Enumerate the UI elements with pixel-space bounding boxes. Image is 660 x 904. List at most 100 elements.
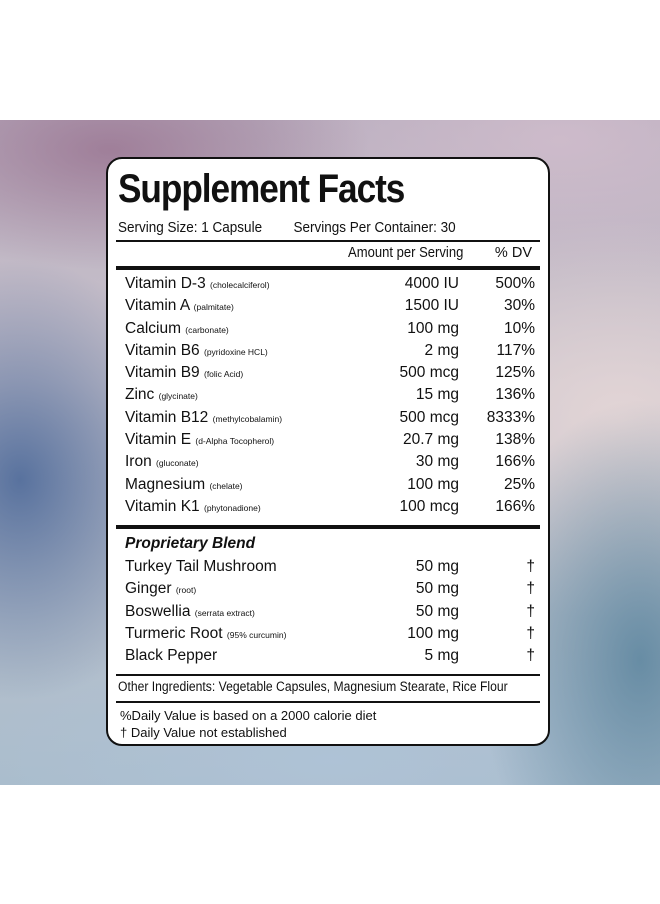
nutrient-name: Vitamin B12 (methylcobalamin) bbox=[125, 409, 282, 427]
nutrient-dv: 117% bbox=[496, 341, 536, 359]
supplement-facts-panel: Supplement Facts Serving Size: 1 Capsule… bbox=[106, 157, 550, 746]
nutrient-amount: 50 mg bbox=[415, 558, 459, 575]
nutrient-amount: 100 mg bbox=[407, 624, 459, 642]
dv-header: % DV bbox=[494, 245, 532, 261]
nutrient-dv: 30% bbox=[503, 297, 535, 315]
nutrient-source: (glycinate) bbox=[158, 391, 198, 402]
nutrient-label: Vitamin A bbox=[125, 297, 190, 315]
nutrient-name: Turmeric Root (95% curcumin) bbox=[125, 625, 286, 643]
nutrient-source: (carbonate) bbox=[185, 324, 229, 335]
nutrient-amount: 500 mcg bbox=[399, 364, 459, 382]
nutrient-dv: 138% bbox=[495, 431, 535, 449]
nutrient-label: Boswellia bbox=[125, 602, 191, 620]
nutrient-amount: 5 mg bbox=[424, 647, 459, 665]
nutrient-row: Black Pepper 5 mg † bbox=[125, 645, 539, 667]
nutrient-dv: † bbox=[526, 558, 535, 575]
nutrient-name: Iron (gluconate) bbox=[125, 453, 199, 471]
divider-blend bbox=[116, 525, 540, 529]
nutrient-row: Turkey Tail Mushroom 50 mg † bbox=[125, 556, 539, 578]
nutrient-name: Zinc (glycinate) bbox=[125, 386, 198, 404]
nutrient-amount: 30 mg bbox=[415, 453, 459, 471]
divider-other bbox=[116, 674, 540, 676]
nutrient-row: Vitamin B6 (pyridoxine HCL) 2 mg 117% bbox=[125, 340, 539, 362]
nutrient-row: Vitamin E (d-Alpha Tocopherol) 20.7 mg 138… bbox=[125, 429, 539, 451]
nutrient-name: Vitamin E (d-Alpha Tocopherol) bbox=[125, 431, 274, 449]
nutrient-dv: † bbox=[526, 624, 535, 642]
nutrient-label: Black Pepper bbox=[125, 647, 218, 665]
nutrient-name: Boswellia (serrata extract) bbox=[125, 603, 255, 621]
nutrient-label: Vitamin B9 bbox=[125, 364, 200, 382]
nutrient-amount: 50 mg bbox=[415, 602, 459, 620]
nutrient-label: Vitamin K1 bbox=[125, 497, 200, 515]
nutrient-amount: 100 mg bbox=[407, 319, 459, 337]
blend-title: Proprietary Blend bbox=[125, 535, 256, 552]
nutrient-source: (95% curcumin) bbox=[226, 629, 287, 640]
nutrient-name: Vitamin A (palmitate) bbox=[125, 297, 234, 315]
nutrient-source: (phytonadione) bbox=[203, 502, 261, 513]
nutrient-dv: † bbox=[526, 602, 535, 620]
amount-header: Amount per Serving bbox=[348, 245, 464, 261]
nutrient-label: Iron bbox=[125, 453, 152, 471]
nutrient-name: Vitamin D-3 (cholecalciferol) bbox=[125, 275, 270, 293]
nutrient-label: Magnesium bbox=[125, 475, 206, 493]
nutrient-row: Vitamin K1 (phytonadione) 100 mcg 166% bbox=[125, 496, 539, 518]
nutrient-source: (cholecalciferol) bbox=[210, 280, 270, 290]
nutrient-amount: 20.7 mg bbox=[402, 431, 459, 449]
nutrient-row: Calcium (carbonate) 100 mg 10% bbox=[125, 318, 539, 340]
nutrient-row: Boswellia (serrata extract) 50 mg † bbox=[125, 601, 539, 623]
nutrient-name: Vitamin B9 (folic Acid) bbox=[125, 364, 243, 382]
nutrient-amount: 50 mg bbox=[415, 580, 459, 598]
nutrient-name: Turkey Tail Mushroom bbox=[125, 558, 277, 576]
nutrient-list: Vitamin D-3 (cholecalciferol) 4000 IU 500%… bbox=[125, 273, 539, 518]
nutrient-name: Magnesium (chelate) bbox=[125, 476, 243, 494]
nutrient-name: Calcium (carbonate) bbox=[125, 320, 229, 338]
nutrient-row: Ginger (root) 50 mg † bbox=[125, 578, 539, 600]
nutrient-amount: 15 mg bbox=[415, 386, 459, 404]
panel-title: Supplement Facts bbox=[118, 167, 405, 211]
nutrient-dv: 125% bbox=[495, 364, 535, 382]
column-headers: Amount per Serving % DV bbox=[116, 242, 540, 266]
nutrient-label: Vitamin B12 bbox=[125, 408, 209, 426]
nutrient-label: Vitamin B6 bbox=[125, 341, 200, 359]
nutrient-amount: 2 mg bbox=[424, 341, 459, 359]
nutrient-amount: 500 mcg bbox=[399, 408, 459, 426]
blend-list: Turkey Tail Mushroom 50 mg † Ginger (root)… bbox=[125, 556, 539, 667]
divider-top bbox=[116, 240, 540, 242]
nutrient-amount: 100 mcg bbox=[399, 497, 459, 515]
divider-thick bbox=[116, 266, 540, 270]
nutrient-source: (chelate) bbox=[209, 480, 243, 491]
nutrient-dv: 166% bbox=[495, 453, 535, 471]
nutrient-row: Iron (gluconate) 30 mg 166% bbox=[125, 451, 539, 473]
servings-per-container: Servings Per Container: 30 bbox=[293, 219, 456, 236]
footnote-not-established: † Daily Value not established bbox=[120, 725, 287, 740]
nutrient-dv: 8333% bbox=[486, 408, 535, 426]
serving-size: Serving Size: 1 Capsule bbox=[118, 219, 263, 236]
nutrient-source: (root) bbox=[175, 585, 197, 596]
nutrient-name: Vitamin B6 (pyridoxine HCL) bbox=[125, 342, 268, 360]
nutrient-name: Vitamin K1 (phytonadione) bbox=[125, 498, 261, 516]
nutrient-row: Turmeric Root (95% curcumin) 100 mg † bbox=[125, 623, 539, 645]
nutrient-source: (methylcobalamin) bbox=[212, 413, 283, 424]
divider-footnotes bbox=[116, 701, 540, 703]
nutrient-amount: 4000 IU bbox=[404, 275, 459, 292]
nutrient-dv: † bbox=[526, 647, 535, 665]
nutrient-label: Vitamin E bbox=[125, 431, 192, 449]
nutrient-source: (d-Alpha Tocopherol) bbox=[195, 436, 275, 447]
nutrient-dv: † bbox=[526, 580, 535, 598]
nutrient-label: Turkey Tail Mushroom bbox=[125, 558, 277, 575]
nutrient-source: (palmitate) bbox=[193, 302, 234, 313]
nutrient-label: Calcium bbox=[125, 319, 181, 337]
nutrient-dv: 500% bbox=[495, 275, 535, 292]
nutrient-label: Turmeric Root bbox=[125, 624, 223, 642]
nutrient-name: Black Pepper bbox=[125, 647, 217, 665]
nutrient-row: Vitamin A (palmitate) 1500 IU 30% bbox=[125, 295, 539, 317]
nutrient-source: (folic Acid) bbox=[203, 369, 244, 380]
nutrient-row: Vitamin B12 (methylcobalamin) 500 mcg 8333… bbox=[125, 407, 539, 429]
nutrient-label: Vitamin D-3 bbox=[125, 275, 206, 292]
nutrient-row: Vitamin B9 (folic Acid) 500 mcg 125% bbox=[125, 362, 539, 384]
nutrient-dv: 136% bbox=[495, 386, 535, 404]
nutrient-label: Zinc bbox=[125, 386, 155, 404]
serving-info: Serving Size: 1 Capsule Servings Per Con… bbox=[118, 219, 496, 236]
other-ingredients: Other Ingredients: Vegetable Capsules, M… bbox=[118, 679, 508, 694]
nutrient-name: Ginger (root) bbox=[125, 580, 196, 598]
